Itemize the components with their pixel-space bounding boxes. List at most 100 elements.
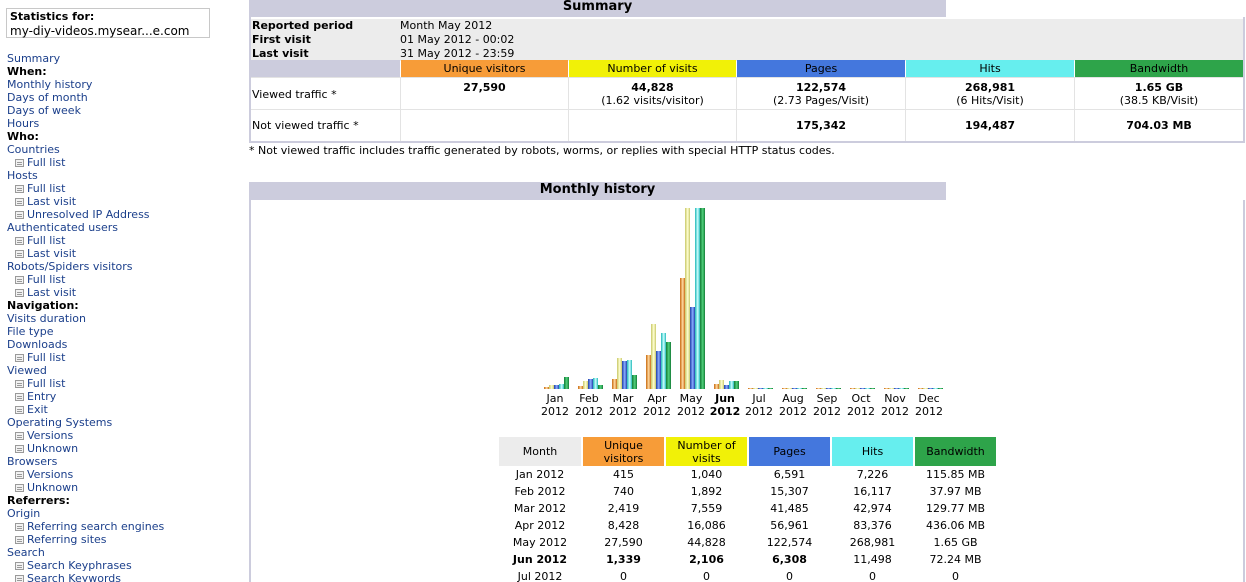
sidebar-item-visits-duration[interactable]: Visits duration (7, 312, 164, 325)
last-visit-row: Last visit 31 May 2012 - 23:59 (251, 47, 1243, 61)
bar-unique-may (680, 278, 685, 389)
monthly-history-title: Monthly history (249, 182, 946, 200)
table-cell: 27,590 (604, 536, 643, 549)
sidebar-item-full-list[interactable]: Full list (7, 182, 164, 195)
list-icon (15, 289, 24, 297)
month-label: Aug 2012 (776, 392, 810, 418)
sidebar-item-label: Last visit (27, 195, 77, 208)
sidebar-item-search-keyphrases[interactable]: Search Keyphrases (7, 559, 164, 572)
sidebar-heading-navigation: Navigation: (7, 299, 164, 312)
bar-visits-apr (651, 324, 656, 389)
sidebar-item-unknown[interactable]: Unknown (7, 442, 164, 455)
list-icon (15, 406, 24, 414)
table-row: May 2012 27,590 44,828 122,574 268,981 1.65 G… (499, 534, 996, 551)
table-row: Jan 2012 415 1,040 6,591 7,226 115.85 MB (499, 466, 996, 483)
sidebar-item-unknown[interactable]: Unknown (7, 481, 164, 494)
bar-bandwidth-feb (598, 385, 603, 389)
sidebar-item-entry[interactable]: Entry (7, 390, 164, 403)
sidebar-item-origin[interactable]: Origin (7, 507, 164, 520)
sidebar-item-full-list[interactable]: Full list (7, 234, 164, 247)
sidebar-item-label: Full list (27, 156, 66, 169)
summary-title: Summary (249, 0, 946, 17)
sidebar-item-hours[interactable]: Hours (7, 117, 164, 130)
sidebar-item-monthly-history[interactable]: Monthly history (7, 78, 164, 91)
column-divider (400, 77, 401, 141)
sidebar-item-label: Robots/Spiders visitors (7, 260, 133, 273)
bar-visits-jun (719, 380, 724, 389)
table-cell: 415 (613, 468, 634, 481)
sidebar-item-referring-sites[interactable]: Referring sites (7, 533, 164, 546)
sidebar-item-countries[interactable]: Countries (7, 143, 164, 156)
month-label: Sep 2012 (810, 392, 844, 418)
bar-pages-jun (724, 385, 729, 389)
sidebar-item-label: Search Keyphrases (27, 559, 132, 572)
sidebar-heading-when: When: (7, 65, 164, 78)
month-label-name: Apr (647, 392, 667, 405)
list-icon (15, 198, 24, 206)
sidebar-item-operating-systems[interactable]: Operating Systems (7, 416, 164, 429)
sidebar-item-viewed[interactable]: Viewed (7, 364, 164, 377)
bar-bandwidth-dec (938, 388, 943, 389)
sidebar-item-label: Hours (7, 117, 40, 130)
bar-hits-sep (831, 388, 836, 389)
table-row: Jul 2012 0 0 0 0 0 (499, 568, 996, 582)
table-cell: 83,376 (853, 519, 892, 532)
bar-hits-apr (661, 333, 666, 389)
sidebar-item-days-of-month[interactable]: Days of month (7, 91, 164, 104)
sidebar-item-full-list[interactable]: Full list (7, 351, 164, 364)
sidebar-item-label: Navigation: (7, 299, 79, 312)
table-cell: 6,308 (772, 553, 807, 566)
monthly-history-chart (544, 208, 943, 389)
sidebar-item-label: Summary (7, 52, 61, 65)
first-visit-value: 01 May 2012 - 00:02 (400, 33, 515, 46)
list-icon (15, 237, 24, 245)
sidebar-item-full-list[interactable]: Full list (7, 377, 164, 390)
sidebar-item-browsers[interactable]: Browsers (7, 455, 164, 468)
sidebar-item-hosts[interactable]: Hosts (7, 169, 164, 182)
sidebar-item-versions[interactable]: Versions (7, 468, 164, 481)
sidebar-item-full-list[interactable]: Full list (7, 156, 164, 169)
table-cell: 115.85 MB (925, 468, 986, 481)
sidebar-item-unresolved-ip-address[interactable]: Unresolved IP Address (7, 208, 164, 221)
sidebar-item-exit[interactable]: Exit (7, 403, 164, 416)
sidebar-item-last-visit[interactable]: Last visit (7, 247, 164, 260)
sidebar-item-label: Viewed (7, 364, 47, 377)
bar-visits-sep (821, 388, 826, 389)
bar-unique-sep (816, 388, 821, 389)
sidebar-item-summary[interactable]: Summary (7, 52, 164, 65)
sidebar-item-last-visit[interactable]: Last visit (7, 195, 164, 208)
sidebar-item-label: Search Keywords (27, 572, 121, 582)
sidebar-item-last-visit[interactable]: Last visit (7, 286, 164, 299)
sidebar-item-full-list[interactable]: Full list (7, 273, 164, 286)
month-label: Jul 2012 (742, 392, 776, 418)
sidebar-item-search-keywords[interactable]: Search Keywords (7, 572, 164, 582)
bar-visits-aug (787, 388, 792, 389)
sidebar-item-referring-search-engines[interactable]: Referring search engines (7, 520, 164, 533)
month-label-year: 2012 (609, 405, 637, 418)
sidebar-item-file-type[interactable]: File type (7, 325, 164, 338)
sidebar-item-versions[interactable]: Versions (7, 429, 164, 442)
col-bandwidth: Bandwidth (915, 437, 996, 466)
table-cell: 0 (952, 570, 959, 582)
sidebar-item-downloads[interactable]: Downloads (7, 338, 164, 351)
bar-unique-oct (850, 388, 855, 389)
sidebar-item-robots-spiders-visitors[interactable]: Robots/Spiders visitors (7, 260, 164, 273)
sidebar-item-authenticated-users[interactable]: Authenticated users (7, 221, 164, 234)
month-label: Oct 2012 (844, 392, 878, 418)
table-cell: 41,485 (770, 502, 809, 515)
table-cell: 15,307 (770, 485, 809, 498)
viewed-bandwidth: 1.65 GB (38.5 KB/Visit) (1075, 81, 1243, 107)
bar-hits-jan (559, 384, 564, 389)
month-label-name: Aug (782, 392, 804, 405)
col-unique: Unique visitors (583, 437, 664, 466)
sidebar-item-label: Unknown (27, 481, 79, 494)
bar-pages-apr (656, 351, 661, 389)
sidebar-item-days-of-week[interactable]: Days of week (7, 104, 164, 117)
sidebar-item-search[interactable]: Search (7, 546, 164, 559)
bar-bandwidth-nov (904, 388, 909, 389)
monthly-history-box: Jan 2012 Feb 2012 Mar 2012 Apr 2012 May 2012 Jun 20… (249, 200, 1245, 582)
sidebar-item-label: Hosts (7, 169, 38, 182)
sidebar-item-label: Days of week (7, 104, 81, 117)
month-label: Jun 2012 (708, 392, 742, 418)
table-cell: 7,559 (690, 502, 723, 515)
